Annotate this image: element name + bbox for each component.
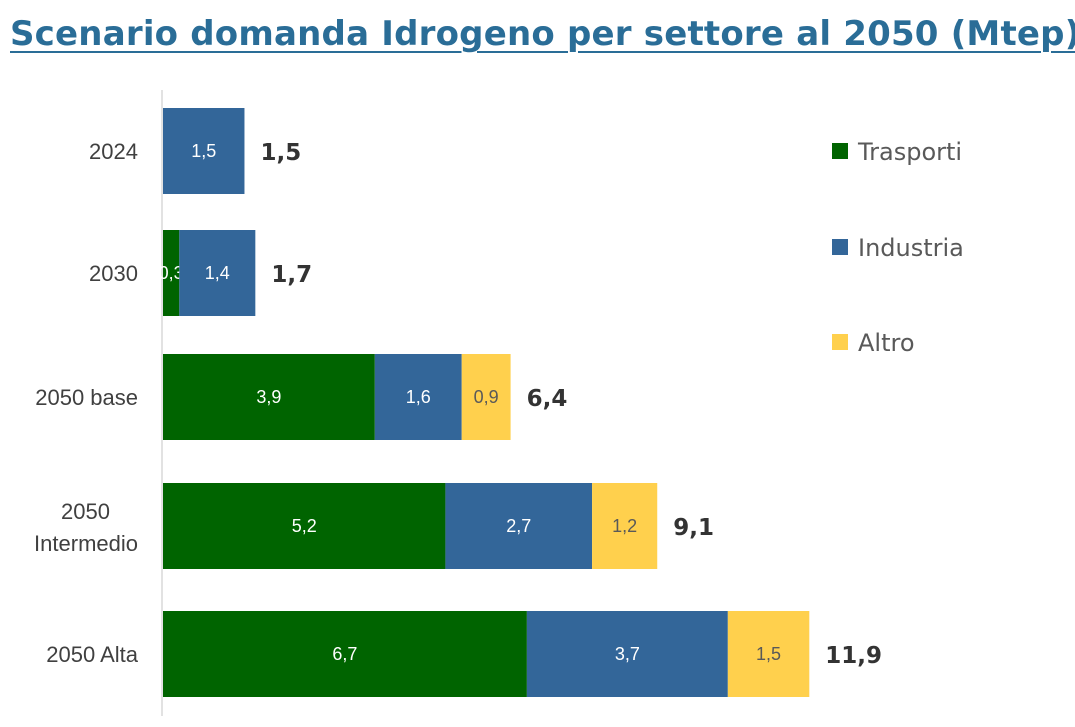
category-label: 2024 [89, 139, 138, 164]
data-label: 0,9 [474, 387, 499, 407]
data-label: 0,3 [159, 263, 184, 283]
bar-industria [526, 611, 728, 697]
legend-swatch-trasporti [832, 143, 848, 159]
bar-trasporti [163, 611, 527, 697]
data-label: 3,7 [615, 644, 640, 664]
data-label: 5,2 [292, 516, 317, 536]
bar-trasporti [163, 230, 180, 316]
total-label: 6,4 [527, 386, 568, 412]
bar-industria [374, 354, 462, 440]
bar-industria [179, 230, 256, 316]
legend-swatch-altro [832, 334, 848, 350]
data-label: 3,9 [256, 387, 281, 407]
total-label: 1,5 [260, 140, 301, 166]
legend-label: Altro [858, 329, 915, 357]
bar-industria [163, 108, 245, 194]
legend-label: Industria [858, 234, 964, 262]
category-label: 2030 [89, 261, 138, 286]
total-label: 1,7 [271, 262, 312, 288]
category-label: 2050 Alta [46, 642, 139, 667]
total-label: 11,9 [825, 643, 882, 669]
legend-swatch-industria [832, 239, 848, 255]
data-label: 1,2 [612, 516, 637, 536]
data-label: 1,5 [191, 141, 216, 161]
category-label: 2050 [61, 499, 110, 524]
bar-altro [592, 483, 658, 569]
category-label: 2050 base [35, 385, 138, 410]
category-label: Intermedio [34, 531, 138, 556]
data-label: 1,4 [205, 263, 230, 283]
bar-altro [727, 611, 810, 697]
bar-industria [445, 483, 593, 569]
bar-trasporti [163, 354, 375, 440]
data-label: 6,7 [332, 644, 357, 664]
bar-trasporti [163, 483, 446, 569]
total-label: 9,1 [673, 515, 714, 541]
legend-label: Trasporti [857, 138, 962, 166]
chart-title: Scenario domanda Idrogeno per settore al… [10, 14, 1075, 54]
data-label: 1,5 [756, 644, 781, 664]
data-label: 2,7 [506, 516, 531, 536]
bar-altro [461, 354, 511, 440]
data-label: 1,6 [406, 387, 431, 407]
